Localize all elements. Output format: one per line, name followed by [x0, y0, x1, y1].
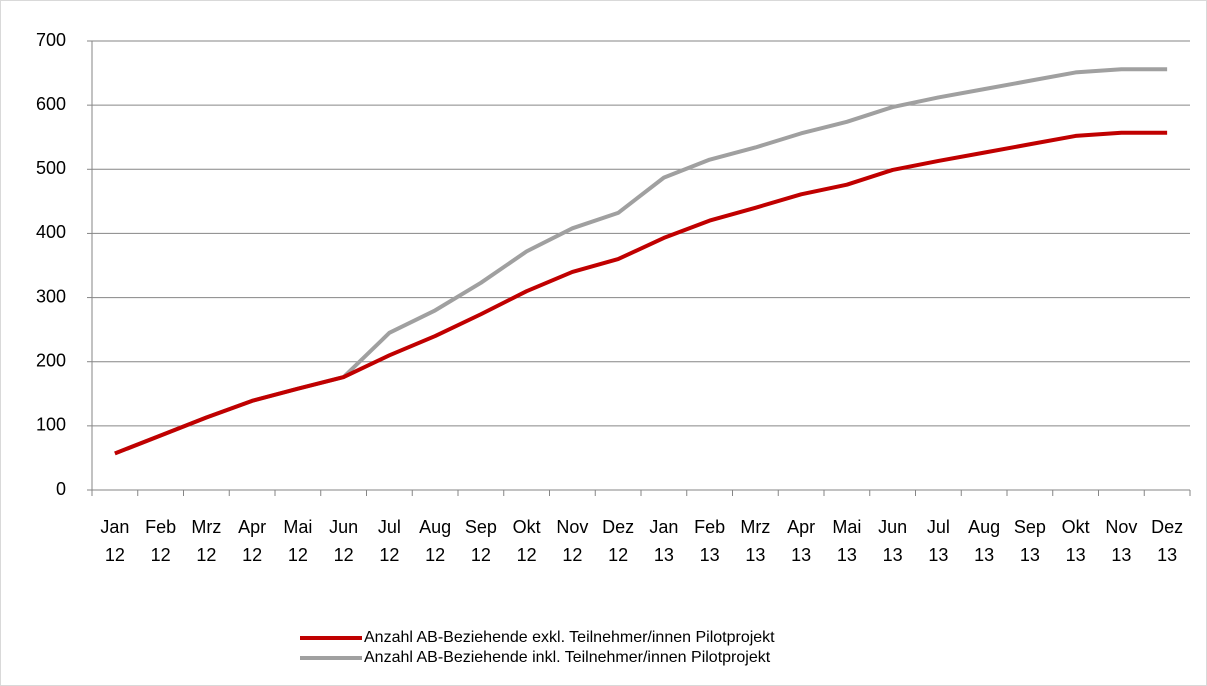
x-tick-label: Sep 12	[464, 517, 497, 565]
legend-label: Anzahl AB-Beziehende inkl. Teilnehmer/in…	[364, 649, 771, 666]
x-tick-label: Aug 12	[419, 517, 452, 565]
series-line	[114, 130, 1168, 456]
x-tick-label: Jan 13	[649, 517, 679, 565]
x-tick-label: Aug 13	[968, 517, 1001, 565]
legend-label: Anzahl AB-Beziehende exkl. Teilnehmer/in…	[364, 629, 775, 646]
x-tick-label: Nov 12	[556, 517, 589, 565]
x-tick-label: Mrz 13	[740, 517, 771, 565]
x-tick-label: Jun 13	[878, 517, 908, 565]
y-tick-label: 600	[36, 94, 66, 114]
y-tick-label: 700	[36, 30, 66, 50]
y-tick-label: 200	[36, 350, 66, 370]
x-tick-label: Okt 12	[512, 517, 541, 565]
y-tick-label: 500	[36, 158, 66, 178]
x-tick-label: Jan 12	[100, 517, 130, 565]
x-tick-label: Jun 12	[329, 517, 359, 565]
x-tick-label: Mrz 12	[191, 517, 222, 565]
y-tick-label: 400	[36, 222, 66, 242]
x-tick-label: Mai 13	[832, 517, 862, 565]
x-tick-label: Okt 13	[1061, 517, 1090, 565]
x-tick-label: Dez 13	[1151, 517, 1184, 565]
x-tick-label: Jul 12	[377, 517, 401, 565]
x-tick-label: Sep 13	[1013, 517, 1046, 565]
x-tick-label: Feb 13	[694, 517, 726, 565]
y-tick-label: 100	[36, 415, 66, 435]
x-tick-label: Apr 12	[238, 517, 267, 565]
x-tick-label: Dez 12	[602, 517, 635, 565]
y-tick-label: 0	[56, 479, 66, 499]
x-tick-label: Apr 13	[787, 517, 816, 565]
y-tick-label: 300	[36, 286, 66, 306]
x-tick-label: Nov 13	[1105, 517, 1138, 565]
x-tick-label: Mai 12	[283, 517, 313, 565]
x-tick-label: Jul 13	[926, 517, 950, 565]
x-tick-label: Feb 12	[145, 517, 177, 565]
